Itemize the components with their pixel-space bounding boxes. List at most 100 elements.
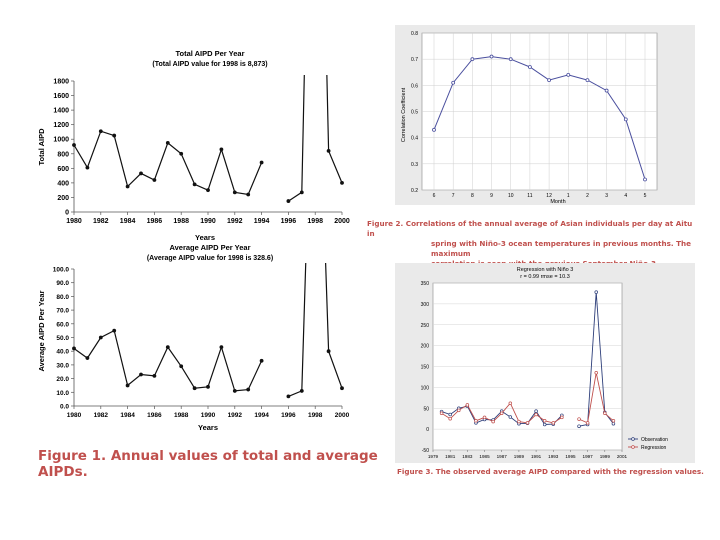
y-axis-label: Correlation Coefficient [401, 87, 407, 142]
series-line [288, 75, 343, 202]
data-point [547, 78, 551, 82]
caption-line: Figure 2. Correlations of the annual ave… [367, 219, 693, 238]
series-line [73, 130, 263, 196]
legend-label: Observation [641, 437, 668, 443]
data-point [585, 421, 590, 425]
data-point [560, 415, 564, 420]
y-tick-label: 70.0 [56, 308, 69, 315]
y-tick-label: 0 [426, 427, 429, 433]
y-tick-label: 0.6 [411, 83, 418, 89]
x-tick-label: 1994 [254, 218, 270, 225]
series-group [72, 263, 344, 399]
y-tick-label: 0.2 [411, 188, 418, 194]
data-point [489, 54, 494, 59]
plot-area: 0 200 400 600 800 1000 1200 1400 1600 1800 1980 198… [53, 75, 350, 225]
caption-line: spring with Niño-3 ocean temperatures in… [431, 239, 692, 258]
y-tick-label: 400 [57, 180, 69, 187]
series-line [73, 329, 263, 392]
y-tick-label: 100 [421, 385, 430, 391]
data-point [286, 199, 291, 203]
data-point [439, 411, 444, 416]
x-tick-label: 1988 [174, 412, 189, 419]
y-tick-label: 20.0 [56, 376, 69, 383]
x-tick-label: 1980 [67, 412, 82, 419]
data-point [611, 419, 616, 423]
figure-2-caption: Figure 2. Correlations of the annual ave… [367, 219, 697, 269]
x-tick-label: 1986 [147, 412, 162, 419]
x-tick-label: 6 [433, 193, 436, 199]
data-point [299, 190, 304, 195]
x-axis-label: Month [550, 199, 565, 205]
x-axis-label: Years [198, 423, 218, 432]
x-tick-label: 5 [644, 193, 647, 199]
data-point [152, 178, 157, 182]
figure-1-caption: Figure 1. Annual values of total and ave… [38, 448, 378, 480]
data-point [259, 358, 264, 363]
x-tick-label: 1986 [147, 218, 163, 225]
data-point [85, 356, 90, 360]
y-tick-label: 350 [421, 281, 430, 287]
data-point [594, 290, 598, 294]
data-point [179, 364, 184, 369]
data-point [542, 422, 547, 427]
y-tick-label: 1200 [53, 122, 69, 129]
data-point [534, 412, 538, 417]
x-tick-label: 10 [508, 193, 514, 199]
x-tick-label: 2000 [335, 412, 350, 419]
data-point [457, 408, 461, 413]
data-point [508, 415, 513, 419]
x-tick-label: 2001 [617, 454, 628, 459]
data-point [206, 384, 210, 389]
y-tick-label: 1600 [53, 93, 69, 100]
x-tick-label: 1991 [531, 454, 542, 459]
plot-area: 0.20.30.40.50.60.70.86 7 8 9 10 11 12 1 2 3 4 5 [411, 31, 658, 199]
data-point [551, 421, 556, 425]
data-point [534, 409, 538, 413]
x-tick-label: 12 [546, 193, 552, 199]
data-point [340, 386, 344, 391]
x-tick-label: 9 [490, 193, 493, 199]
x-tick-label: 1995 [565, 454, 576, 459]
y-tick-label: 0.8 [411, 31, 418, 37]
y-tick-label: -50 [422, 448, 429, 454]
data-point [165, 345, 170, 349]
x-tick-label: 3 [605, 193, 608, 199]
y-tick-label: 50.0 [56, 335, 69, 342]
correlation-chart: Correlation Coefficient Month 0.2 0.3 0.4 0… [395, 25, 695, 205]
data-point [482, 415, 487, 420]
x-axis-label: Years [195, 233, 215, 242]
x-tick-label: 1981 [445, 454, 456, 459]
data-point [448, 416, 452, 421]
y-tick-label: 100.0 [53, 267, 70, 274]
data-point [623, 117, 628, 122]
x-tick-label: 1993 [548, 454, 559, 459]
data-point [165, 140, 170, 145]
data-point [72, 143, 76, 147]
y-tick-label: 0 [65, 210, 69, 217]
x-tick-label: 1982 [93, 218, 109, 225]
data-point [259, 160, 264, 165]
average-aipd-chart: Average AIPD Per Year (Average AIPD valu… [37, 243, 350, 432]
data-point [112, 328, 117, 333]
data-point [577, 424, 581, 428]
data-point [604, 88, 609, 93]
x-tick-label: 1985 [479, 454, 490, 459]
data-point [219, 345, 224, 349]
x-tick-label: 1984 [120, 218, 136, 225]
y-tick-label: 90.0 [56, 280, 69, 287]
x-tick-label: 1990 [201, 412, 216, 419]
data-point [326, 148, 331, 153]
data-point [491, 419, 495, 424]
y-tick-label: 200 [57, 195, 69, 202]
chart-subtitle: r = 0.99 rmse = 10.3 [520, 274, 570, 280]
x-tick-label: 1990 [200, 218, 216, 225]
chart-title: Regression with Niño 3 [517, 267, 574, 273]
regression-chart: Regression with Niño 3 r = 0.99 rmse = 1… [395, 263, 695, 463]
data-point [112, 133, 117, 138]
data-point [98, 335, 103, 340]
x-tick-label: 4 [624, 193, 627, 199]
y-tick-label: 50 [423, 406, 429, 412]
x-tick-label: 7 [452, 193, 455, 199]
y-axis-label: Total AIPD [37, 128, 46, 166]
data-point [474, 419, 478, 423]
